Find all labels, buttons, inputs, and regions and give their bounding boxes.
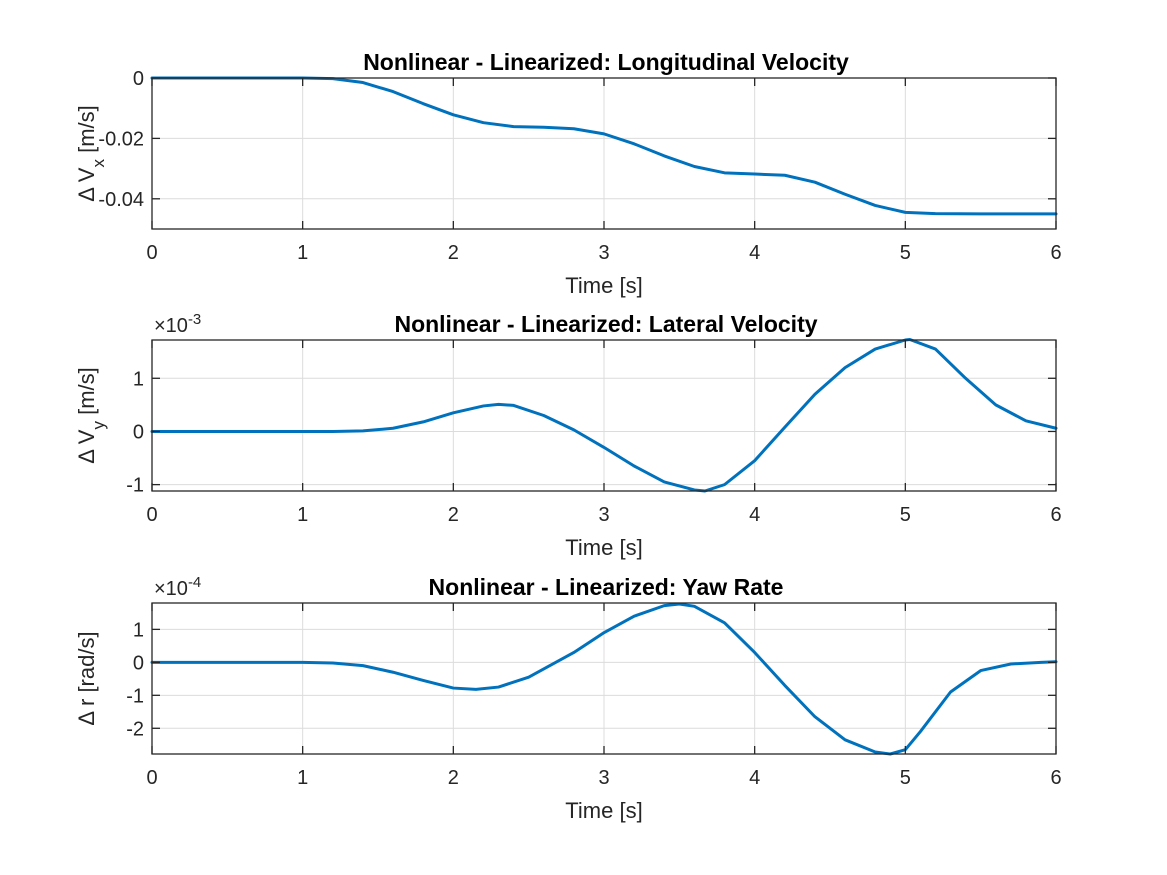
x-tick-label: 0 — [146, 242, 157, 264]
y-tick-label: -1 — [126, 685, 144, 707]
x-tick-label: 3 — [598, 504, 609, 526]
y-tick-label: -0.02 — [98, 128, 144, 150]
y-tick-label: 0 — [133, 652, 144, 674]
y-tick-label: 1 — [133, 368, 144, 390]
y-tick-label: -0.04 — [98, 189, 144, 211]
x-axis-label: Time [s] — [565, 273, 642, 298]
x-tick-label: 2 — [448, 242, 459, 264]
x-tick-label: 5 — [900, 504, 911, 526]
chart-title: Nonlinear - Linearized: Yaw Rate — [429, 574, 784, 600]
y-tick-label: 0 — [133, 421, 144, 443]
x-tick-label: 0 — [146, 504, 157, 526]
x-tick-label: 4 — [749, 242, 760, 264]
y-axis-label: Δ Vy [m/s] — [74, 367, 108, 464]
y-tick-label: -1 — [126, 475, 144, 497]
x-tick-label: 3 — [598, 242, 609, 264]
y-axis-label: Δ r [rad/s] — [74, 631, 99, 725]
series-line — [150, 602, 1058, 756]
y-axis-label: Δ Vx [m/s] — [74, 105, 108, 202]
x-axis-label: Time [s] — [565, 535, 642, 560]
x-tick-label: 6 — [1050, 242, 1061, 264]
y-tick-label: -2 — [126, 718, 144, 740]
x-tick-label: 1 — [297, 504, 308, 526]
series-line — [150, 76, 1058, 216]
chart-title: Nonlinear - Linearized: Longitudinal Vel… — [363, 49, 849, 75]
x-tick-label: 4 — [749, 767, 760, 789]
axis-exponent-label: ×10-4 — [154, 574, 201, 601]
x-tick-label: 5 — [900, 242, 911, 264]
x-tick-label: 2 — [448, 767, 459, 789]
x-tick-label: 1 — [297, 767, 308, 789]
x-tick-label: 2 — [448, 504, 459, 526]
x-tick-label: 4 — [749, 504, 760, 526]
y-tick-label: 1 — [133, 619, 144, 641]
axis-exponent-label: ×10-3 — [154, 311, 201, 338]
subplot-longitudinal-velocity: 0 1 2 3 4 5 6 -0.04 -0.02 0 Nonlinear - Linearized… — [74, 49, 1062, 298]
x-tick-label: 5 — [900, 767, 911, 789]
x-axis-label: Time [s] — [565, 798, 642, 823]
chart-title: Nonlinear - Linearized: Lateral Velocity — [394, 311, 817, 337]
x-tick-label: 0 — [146, 767, 157, 789]
x-tick-label: 6 — [1050, 767, 1061, 789]
subplot-yaw-rate: 0 1 2 3 4 5 6 -2 -1 0 1 Nonlinear - Linearized: Yaw… — [74, 574, 1062, 824]
x-tick-label: 1 — [297, 242, 308, 264]
y-tick-label: 0 — [133, 68, 144, 90]
x-tick-label: 3 — [598, 767, 609, 789]
x-tick-label: 6 — [1050, 504, 1061, 526]
